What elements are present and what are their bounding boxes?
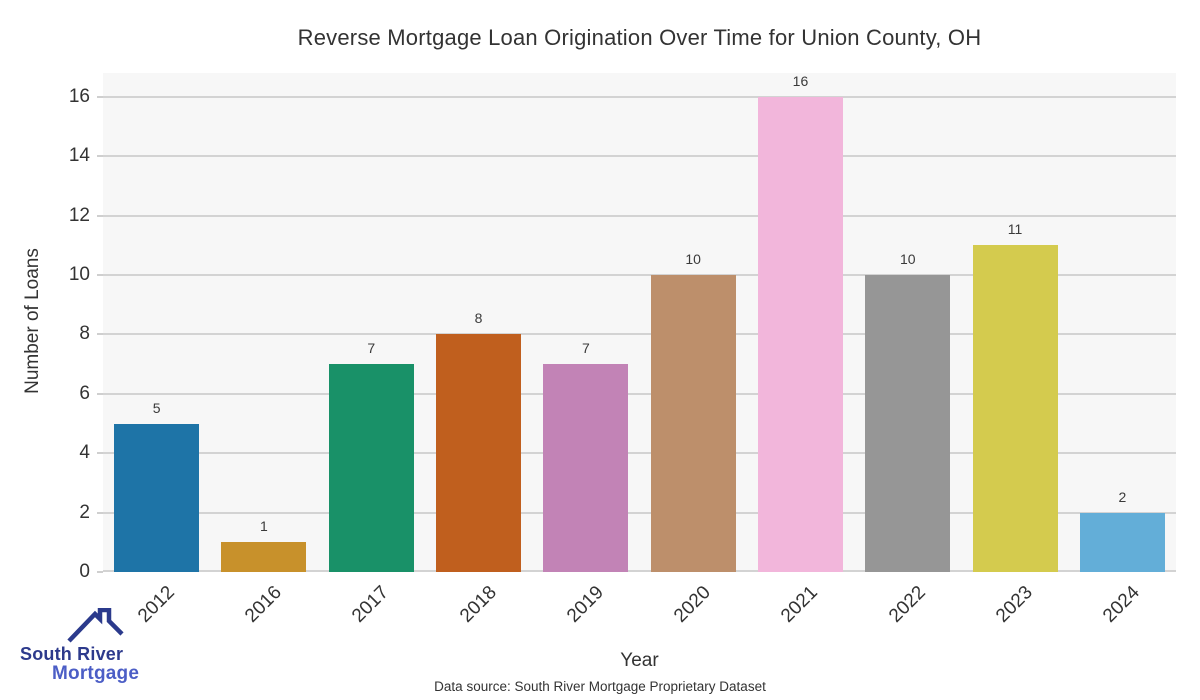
- gridline-y-14: [103, 155, 1176, 158]
- y-tick-label-4: 4: [79, 442, 90, 464]
- plot-area: [103, 73, 1176, 572]
- y-tick-mark: [97, 214, 103, 217]
- bar-value-label-2022: 10: [899, 251, 916, 267]
- x-axis-title: Year: [620, 650, 659, 671]
- bar-value-label-2016: 1: [260, 518, 268, 535]
- y-tick-label-12: 12: [68, 204, 90, 226]
- bar-2020: [650, 275, 736, 572]
- x-tick-label-2024: 2024: [1099, 582, 1145, 627]
- company-logo: South River Mortgage: [14, 608, 154, 694]
- gridline-y-0: [103, 570, 1176, 572]
- bar-value-label-2019: 7: [581, 340, 590, 357]
- y-tick-mark: [97, 571, 103, 573]
- logo-text-line1: South River: [20, 644, 124, 664]
- x-tick-label-2020: 2020: [670, 582, 715, 627]
- y-tick-mark: [97, 95, 103, 98]
- x-tick-label-2018: 2018: [455, 582, 501, 627]
- bar-value-label-2024: 2: [1118, 488, 1127, 505]
- gridline-y-4: [103, 452, 1176, 455]
- gridline-y-2: [103, 511, 1176, 514]
- x-tick-label-2022: 2022: [884, 582, 930, 627]
- bar-2024: [1079, 512, 1165, 572]
- gridline-y-16: [103, 95, 1176, 98]
- bar-2017: [328, 364, 414, 572]
- bar-value-label-2012: 5: [152, 399, 161, 416]
- gridline-y-10: [103, 274, 1176, 276]
- chart-title: Reverse Mortgage Loan Origination Over T…: [297, 25, 982, 50]
- bar-2023: [972, 245, 1058, 572]
- y-tick-mark: [97, 452, 103, 455]
- y-tick-mark: [97, 333, 103, 336]
- bar-value-label-2020: 10: [685, 251, 701, 267]
- gridline-y-12: [103, 214, 1176, 217]
- bar-2012: [114, 423, 200, 572]
- y-tick-label-6: 6: [79, 382, 90, 404]
- y-tick-label-14: 14: [68, 145, 90, 167]
- x-tick-label-2021: 2021: [777, 582, 823, 627]
- house-roof-with-chimney-icon: [67, 608, 124, 643]
- y-tick-mark: [97, 392, 103, 395]
- y-tick-label-16: 16: [68, 85, 90, 107]
- bar-2019: [543, 364, 629, 572]
- y-tick-mark: [97, 155, 103, 158]
- bar-2018: [436, 334, 522, 572]
- data-source-note: Data source: South River Mortgage Propri…: [434, 679, 766, 694]
- y-tick-label-0: 0: [79, 561, 90, 582]
- bar-value-label-2021: 16: [792, 72, 809, 89]
- bar-2016: [221, 542, 307, 572]
- bar-value-label-2017: 7: [367, 340, 376, 357]
- y-tick-label-2: 2: [79, 501, 90, 523]
- bar-value-label-2018: 8: [474, 310, 483, 327]
- y-tick-mark: [97, 274, 103, 276]
- bar-value-label-2023: 11: [1007, 221, 1023, 238]
- x-tick-label-2019: 2019: [562, 582, 608, 627]
- x-tick-label-2023: 2023: [992, 582, 1037, 627]
- y-tick-mark: [97, 511, 103, 514]
- logo-text-line2: Mortgage: [52, 663, 140, 684]
- bar-2022: [865, 275, 951, 572]
- x-tick-label-2017: 2017: [348, 582, 394, 627]
- y-tick-label-10: 10: [68, 264, 90, 285]
- x-tick-label-2016: 2016: [241, 582, 286, 627]
- bar-2021: [757, 96, 843, 572]
- y-tick-label-8: 8: [79, 323, 90, 345]
- gridline-y-8: [103, 333, 1176, 336]
- gridline-y-6: [103, 392, 1176, 395]
